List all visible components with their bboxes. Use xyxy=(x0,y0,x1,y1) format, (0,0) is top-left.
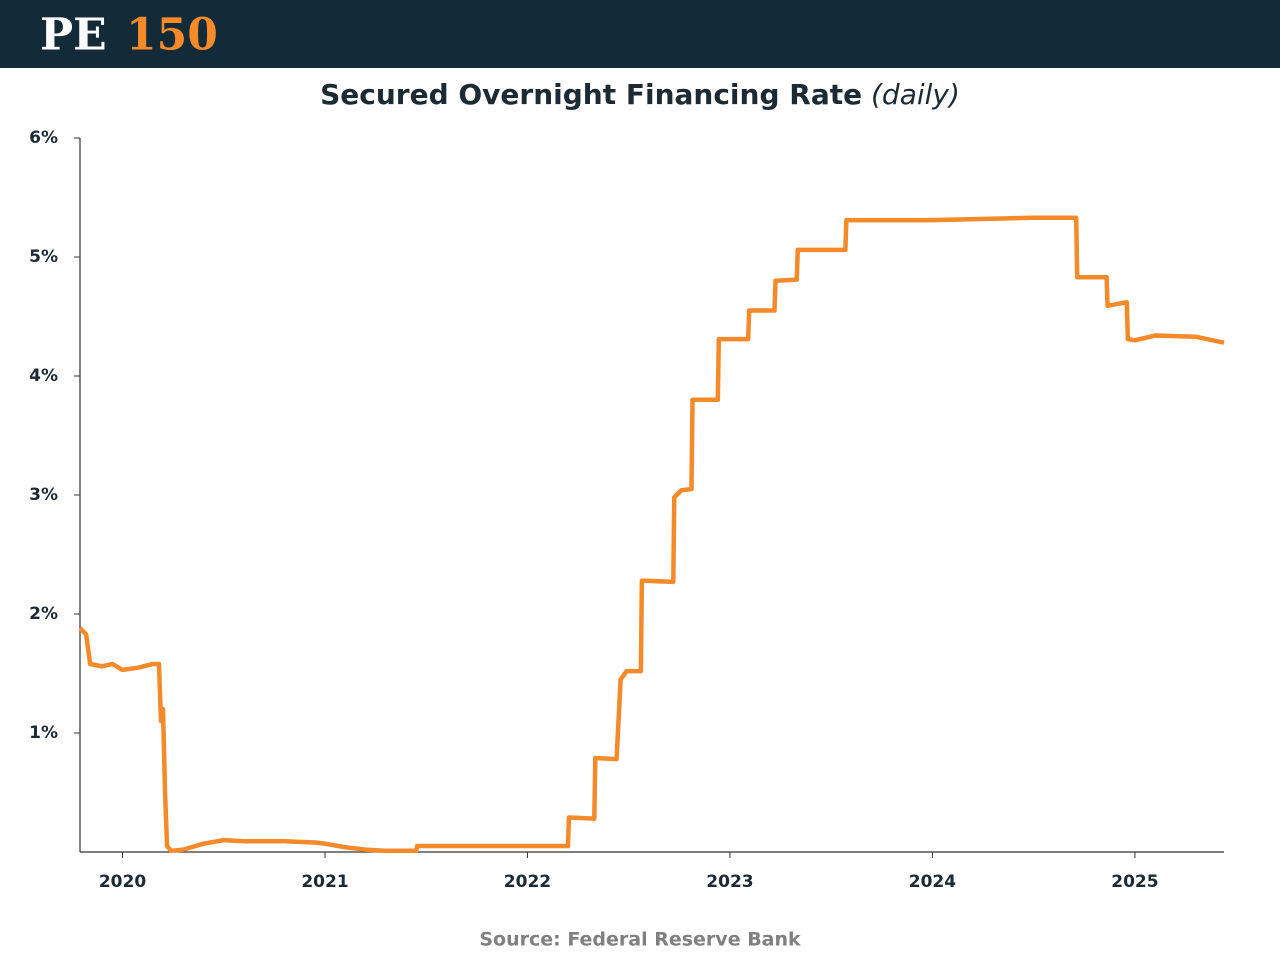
series-line xyxy=(78,215,1225,854)
x-tick-label: 2022 xyxy=(504,872,551,892)
chart-title: Secured Overnight Financing Rate xyxy=(320,78,862,111)
y-tick-label: 3% xyxy=(29,485,58,505)
y-tick-label: 2% xyxy=(29,604,58,624)
header-bar xyxy=(0,0,1280,68)
x-tick-label: 2024 xyxy=(909,872,956,892)
x-tick-label: 2020 xyxy=(99,872,146,892)
y-tick-label: 5% xyxy=(29,247,58,267)
x-tick-label: 2025 xyxy=(1111,872,1158,892)
chart-title-group: Secured Overnight Financing Rate (daily) xyxy=(320,78,960,111)
x-tick-label: 2021 xyxy=(301,872,348,892)
y-tick-label: 1% xyxy=(29,723,58,743)
y-tick-label: 4% xyxy=(29,366,58,386)
logo-left: PE xyxy=(40,10,107,61)
y-tick-label: 6% xyxy=(29,128,58,148)
chart-subtitle: (daily) xyxy=(871,78,960,111)
source: Source: Federal Reserve Bank xyxy=(479,929,801,951)
logo-right: 150 xyxy=(126,10,218,61)
x-tick-label: 2023 xyxy=(706,872,753,892)
